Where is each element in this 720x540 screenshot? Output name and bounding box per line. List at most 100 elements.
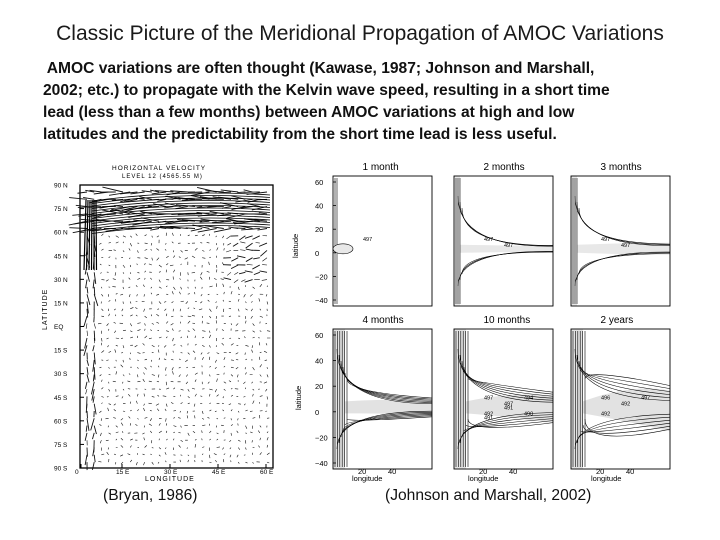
velocity-vector xyxy=(150,365,152,368)
velocity-vector xyxy=(144,262,146,266)
contour-label: 497 xyxy=(363,237,372,243)
velocity-vector xyxy=(180,425,182,428)
velocity-vector xyxy=(127,380,131,383)
boundary-current-line xyxy=(91,217,271,227)
velocity-vector xyxy=(178,374,181,377)
velocity-vector xyxy=(92,279,95,289)
velocity-vector xyxy=(128,294,131,298)
velocity-vector xyxy=(164,249,167,251)
velocity-vector xyxy=(216,247,219,251)
velocity-vector xyxy=(137,409,139,412)
velocity-vector xyxy=(122,241,125,244)
velocity-vector xyxy=(129,445,132,448)
velocity-vector xyxy=(122,431,124,433)
velocity-vector xyxy=(165,242,167,245)
velocity-vector xyxy=(147,205,160,208)
velocity-vector xyxy=(173,269,176,273)
velocity-vector xyxy=(245,425,248,429)
velocity-vector xyxy=(115,235,119,238)
velocity-vector xyxy=(166,263,169,266)
velocity-vector xyxy=(137,374,139,378)
velocity-vector xyxy=(251,206,268,211)
velocity-vector xyxy=(194,393,197,397)
velocity-vector xyxy=(84,454,88,466)
velocity-vector xyxy=(191,191,210,196)
velocity-vector xyxy=(246,264,253,266)
velocity-vector xyxy=(229,447,232,450)
velocity-vector xyxy=(91,381,95,395)
velocity-vector xyxy=(86,367,89,375)
velocity-vector xyxy=(216,352,220,355)
velocity-vector xyxy=(144,277,146,280)
velocity-vector xyxy=(72,213,88,216)
velocity-vector xyxy=(209,334,211,339)
velocity-vector xyxy=(209,388,213,391)
wave-shading xyxy=(333,329,432,469)
contour-line xyxy=(459,354,554,401)
velocity-vector xyxy=(141,190,152,193)
velocity-vector xyxy=(194,234,198,237)
velocity-vector xyxy=(144,257,148,259)
velocity-vector xyxy=(180,286,182,290)
velocity-vector xyxy=(237,418,239,421)
velocity-vector xyxy=(101,337,103,342)
velocity-vector xyxy=(128,286,131,289)
right-y-tick-label: 0 xyxy=(315,249,319,258)
velocity-vector xyxy=(202,345,205,348)
contour-line xyxy=(342,366,433,401)
velocity-vector xyxy=(99,263,102,266)
y-tick-label: 30 S xyxy=(54,371,68,378)
contour-line xyxy=(338,354,433,403)
velocity-vector xyxy=(158,357,160,360)
contour-line xyxy=(344,415,433,426)
velocity-vector xyxy=(200,301,203,304)
velocity-vector xyxy=(191,315,196,317)
velocity-vector xyxy=(99,424,102,426)
right-y-tick-label: 60 xyxy=(315,331,323,340)
velocity-vector xyxy=(114,205,124,208)
velocity-vector xyxy=(86,294,91,306)
velocity-vector xyxy=(172,337,174,342)
velocity-vector xyxy=(148,380,152,383)
velocity-vector xyxy=(86,301,89,314)
contour-line xyxy=(574,195,671,246)
velocity-vector xyxy=(191,387,196,390)
velocity-vector xyxy=(169,226,188,229)
velocity-vector xyxy=(114,349,117,353)
velocity-vector xyxy=(177,219,196,222)
velocity-vector xyxy=(114,220,131,224)
velocity-vector xyxy=(234,220,253,225)
velocity-vector xyxy=(250,431,253,434)
boundary-current-line xyxy=(91,202,271,212)
velocity-vector xyxy=(179,410,181,413)
velocity-vector xyxy=(157,308,160,310)
velocity-vector xyxy=(202,336,204,339)
velocity-vector xyxy=(178,417,181,419)
velocity-vector xyxy=(251,381,253,384)
velocity-vector xyxy=(148,402,152,404)
contour-line xyxy=(584,418,671,437)
panel-title: 2 months xyxy=(484,162,525,173)
velocity-vector xyxy=(192,205,203,208)
velocity-vector xyxy=(215,235,217,238)
velocity-vector xyxy=(110,208,131,215)
right-y-tick-label: 20 xyxy=(315,225,323,234)
velocity-vector xyxy=(175,204,196,208)
contour-line xyxy=(457,195,554,247)
velocity-vector xyxy=(143,437,145,441)
velocity-vector xyxy=(212,196,232,200)
velocity-vector xyxy=(129,301,132,304)
velocity-vector xyxy=(259,308,262,311)
contour-label: 497 xyxy=(504,401,513,407)
velocity-vector xyxy=(107,425,109,428)
velocity-vector xyxy=(259,330,262,332)
velocity-vector xyxy=(191,272,196,274)
velocity-vector xyxy=(92,359,95,372)
velocity-vector xyxy=(86,243,88,255)
velocity-vector xyxy=(180,439,183,442)
velocity-vector xyxy=(92,198,102,202)
velocity-vector xyxy=(122,410,126,412)
velocity-vector xyxy=(199,276,203,280)
velocity-vector xyxy=(173,438,175,441)
contour-line xyxy=(457,412,554,450)
